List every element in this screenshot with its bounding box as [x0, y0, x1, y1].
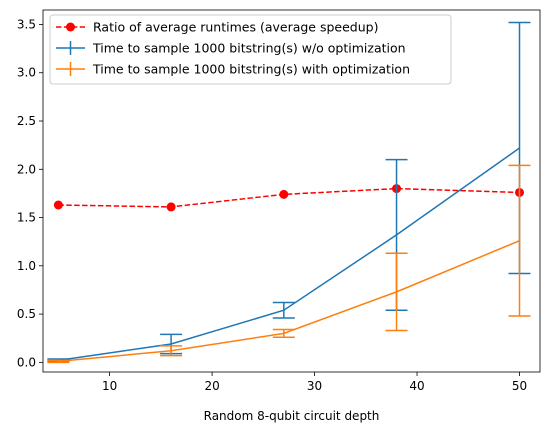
y-tick-label: 0.5	[17, 307, 36, 321]
legend-label: Time to sample 1000 bitstring(s) w/o opt…	[92, 41, 406, 56]
y-tick-label: 0.0	[17, 355, 36, 369]
y-tick-label: 1.0	[17, 259, 36, 273]
y-tick-label: 3.0	[17, 66, 36, 80]
legend-item: Time to sample 1000 bitstring(s) with op…	[56, 62, 410, 77]
series-line	[58, 147, 520, 362]
x-tick-label: 50	[512, 379, 527, 393]
legend-item: Time to sample 1000 bitstring(s) w/o opt…	[56, 41, 406, 56]
legend-label: Time to sample 1000 bitstring(s) with op…	[92, 62, 410, 77]
y-axis: 0.0 0.5 1.0 1.5 2.0 2.5 3.0 3.5	[17, 17, 43, 369]
series-line	[58, 240, 520, 363]
data-point	[166, 202, 176, 212]
legend-label: Ratio of average runtimes (average speed…	[93, 20, 378, 35]
x-tick-label: 20	[204, 379, 219, 393]
series-3	[47, 164, 531, 364]
series-layer	[47, 21, 531, 364]
x-axis-label: Random 8-qubit circuit depth	[204, 409, 380, 423]
x-tick-label: 30	[307, 379, 322, 393]
x-tick-label: 10	[102, 379, 117, 393]
axes-frame	[42, 9, 541, 373]
y-tick-label: 2.5	[17, 114, 36, 128]
y-tick-label: 2.0	[17, 162, 36, 176]
legend-item: Ratio of average runtimes (average speed…	[56, 20, 378, 35]
x-axis: 10 20 30 40 50	[102, 372, 527, 393]
legend-box	[49, 14, 452, 85]
x-tick-label: 40	[409, 379, 424, 393]
legend: Ratio of average runtimes (average speed…	[49, 14, 452, 85]
data-point	[279, 189, 289, 199]
data-point	[53, 200, 63, 210]
y-tick-label: 3.5	[17, 17, 36, 31]
y-tick-label: 1.5	[17, 211, 36, 225]
legend-swatch-marker	[66, 22, 75, 32]
series-1	[53, 184, 525, 212]
